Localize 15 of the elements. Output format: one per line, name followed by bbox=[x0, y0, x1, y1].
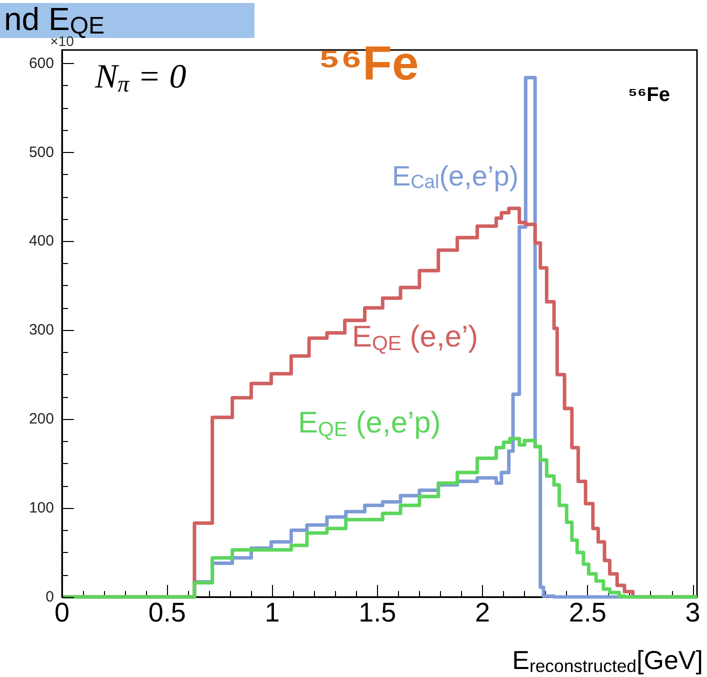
y-tick-label: 500 bbox=[28, 144, 54, 161]
y-tick-label: 200 bbox=[28, 410, 54, 428]
x-tick-label: 2.5 bbox=[568, 598, 606, 628]
x-tick-label: 2 bbox=[475, 598, 490, 628]
y-tick-label: 100 bbox=[28, 500, 54, 517]
x-tick-label: 0.5 bbox=[148, 598, 186, 628]
y-tick-label: 300 bbox=[28, 322, 54, 339]
x-tick-label: 1 bbox=[264, 598, 280, 628]
x-tick-label: 1.5 bbox=[358, 598, 396, 628]
x-axis-title: Ereconstructed[GeV] bbox=[512, 645, 704, 676]
y-tick-label: 600 bbox=[28, 54, 54, 72]
annotation: ⁵⁶Fe bbox=[318, 38, 419, 90]
annotation: ⁵⁶Fe bbox=[628, 84, 670, 106]
y-tick-label: 400 bbox=[28, 232, 54, 250]
x-tick-label: 3 bbox=[685, 598, 700, 628]
